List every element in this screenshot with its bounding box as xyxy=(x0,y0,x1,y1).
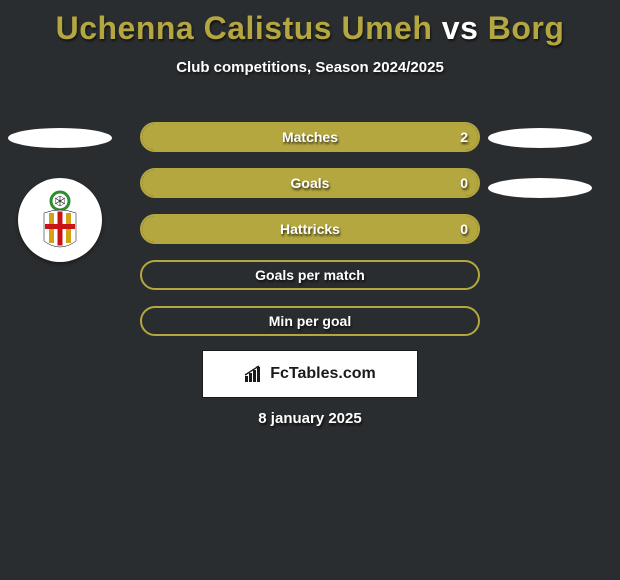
stat-label: Matches xyxy=(282,129,338,145)
page-title: Uchenna Calistus Umeh vs Borg xyxy=(0,0,620,47)
club-badge xyxy=(18,178,102,262)
subtitle: Club competitions, Season 2024/2025 xyxy=(0,59,620,76)
brand-box: FcTables.com xyxy=(202,350,418,398)
stat-value-right: 2 xyxy=(460,129,468,145)
stats-panel: 2 Matches 0 Goals 0 Hattricks Goals per match M… xyxy=(140,122,480,352)
club-crest-icon xyxy=(29,189,91,251)
stat-label: Hattricks xyxy=(280,221,340,237)
stat-value-right: 0 xyxy=(460,175,468,191)
title-player2: Borg xyxy=(488,10,565,46)
stat-row: Goals per match xyxy=(140,260,480,290)
stat-row: Min per goal xyxy=(140,306,480,336)
stat-label: Goals xyxy=(291,175,330,191)
stat-value-right: 0 xyxy=(460,221,468,237)
date-label: 8 january 2025 xyxy=(258,410,361,427)
stat-row: 0 Hattricks xyxy=(140,214,480,244)
brand-text: FcTables.com xyxy=(270,365,376,383)
left-ellipse xyxy=(8,128,112,148)
stat-label: Goals per match xyxy=(255,267,365,283)
stat-row: 0 Goals xyxy=(140,168,480,198)
right-ellipse-bot xyxy=(488,178,592,198)
title-vs: vs xyxy=(442,10,479,46)
stat-row: 2 Matches xyxy=(140,122,480,152)
stat-label: Min per goal xyxy=(269,313,351,329)
title-player1: Uchenna Calistus Umeh xyxy=(56,10,433,46)
club-badge-inner xyxy=(29,189,91,251)
brand-chart-icon xyxy=(244,365,264,383)
right-ellipse-top xyxy=(488,128,592,148)
